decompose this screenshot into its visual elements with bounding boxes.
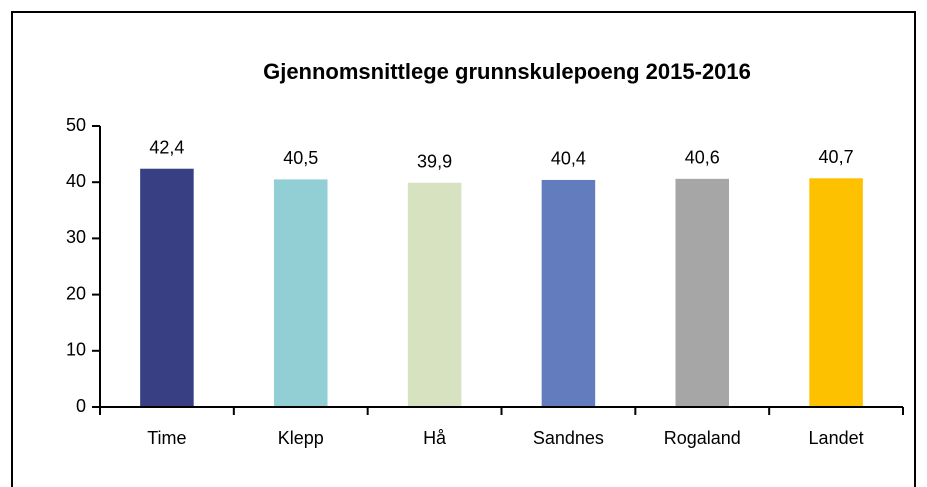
data-label: 40,5 [283, 148, 318, 168]
bar [140, 168, 194, 407]
x-tick-label: Rogaland [664, 428, 741, 448]
y-tick-label: 40 [66, 171, 86, 191]
x-tick-label: Time [147, 428, 186, 448]
y-tick-label: 50 [66, 115, 86, 135]
y-tick-label: 10 [66, 340, 86, 360]
bar [273, 179, 328, 407]
x-tick-label: Sandnes [533, 428, 604, 448]
x-tick-label: Klepp [278, 428, 324, 448]
x-tick-label: Hå [423, 428, 447, 448]
y-tick-label: 20 [66, 283, 86, 303]
y-tick-label: 30 [66, 227, 86, 247]
bar [541, 179, 596, 407]
data-label: 40,7 [819, 147, 854, 167]
bar [407, 182, 462, 407]
data-label: 42,4 [149, 137, 184, 157]
data-label: 40,6 [685, 148, 720, 168]
bar [675, 178, 730, 407]
data-label: 40,4 [551, 149, 586, 169]
bar [809, 178, 863, 407]
data-label: 39,9 [417, 152, 452, 172]
y-tick-label: 0 [76, 396, 86, 416]
chart-title: Gjennomsnittlege grunnskulepoeng 2015-20… [263, 59, 751, 84]
x-tick-label: Landet [809, 428, 864, 448]
